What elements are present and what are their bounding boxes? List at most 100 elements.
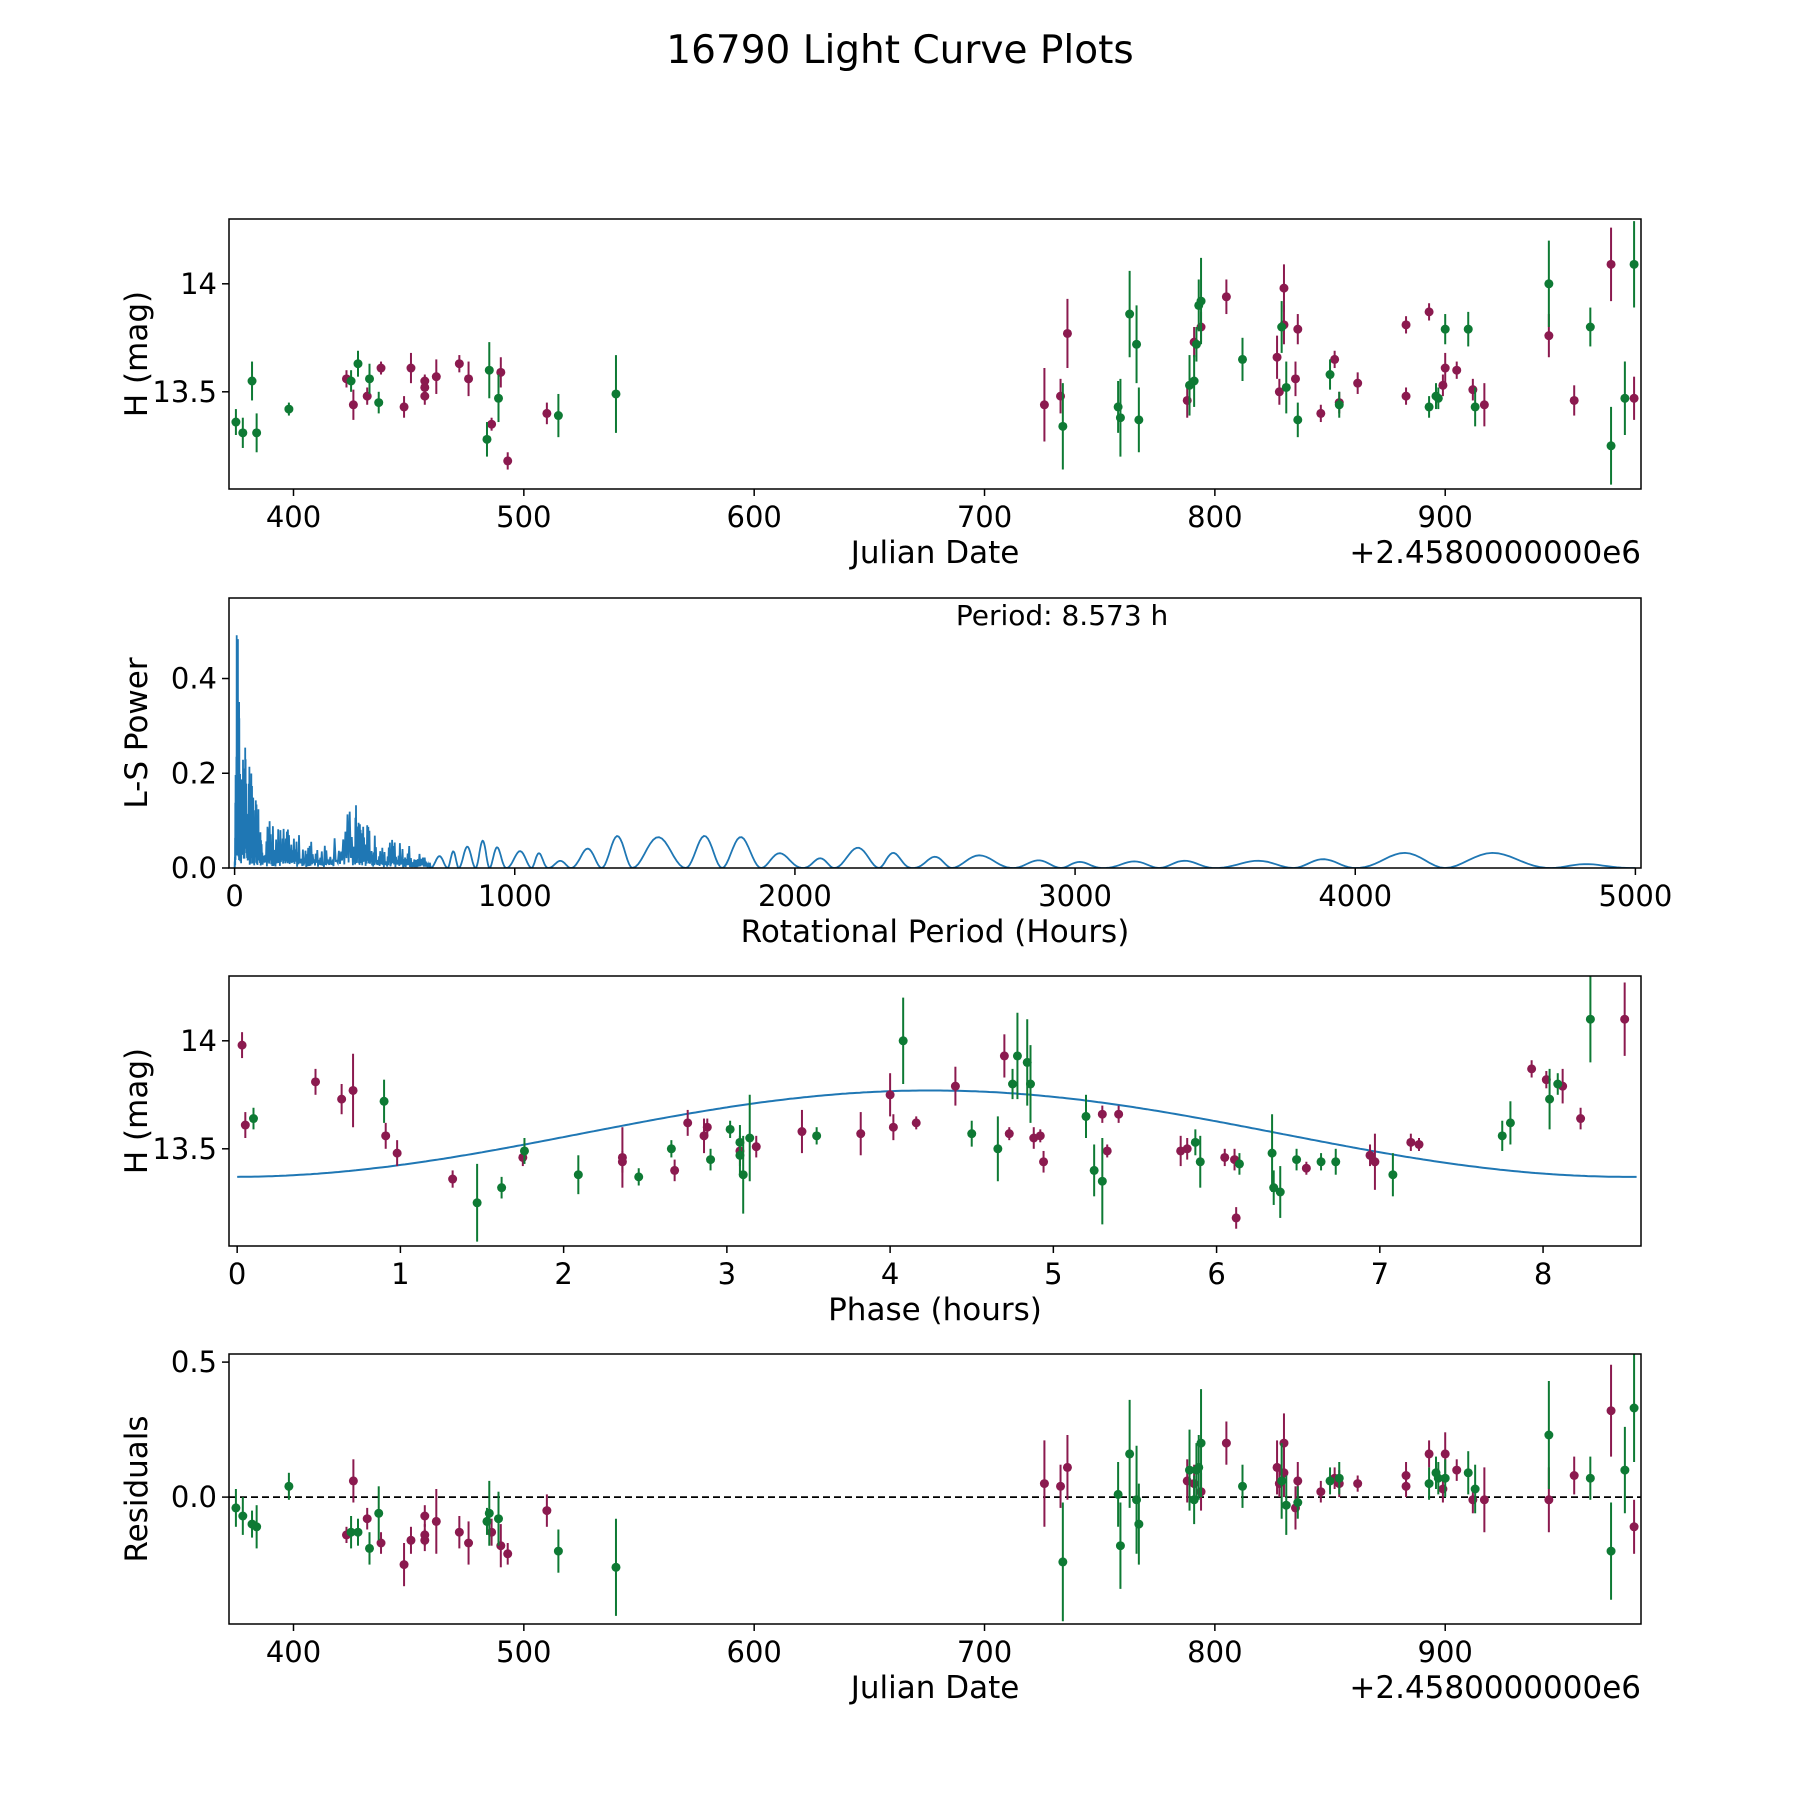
data-point-filter-1 xyxy=(1569,1471,1579,1480)
data-point-filter-1 xyxy=(683,1118,693,1128)
x-tick-label: 1000 xyxy=(478,879,552,913)
axes-frame xyxy=(228,218,1642,490)
data-point-filter-1 xyxy=(431,1516,441,1526)
data-point-filter-1 xyxy=(1035,1131,1045,1141)
data-point-filter-2 xyxy=(1267,1148,1277,1158)
data-point-filter-1 xyxy=(1629,1522,1639,1532)
data-point-filter-2 xyxy=(1325,1476,1335,1486)
data-point-filter-1 xyxy=(1182,1144,1192,1154)
data-point-filter-1 xyxy=(464,374,474,384)
data-point-filter-2 xyxy=(1134,1519,1144,1529)
data-point-filter-2 xyxy=(1325,370,1335,380)
data-point-filter-2 xyxy=(1334,1473,1344,1483)
data-point-filter-1 xyxy=(1272,352,1282,362)
x-tick-label: 3 xyxy=(718,1257,736,1291)
data-point-filter-1 xyxy=(399,1560,409,1570)
x-tick-label: 600 xyxy=(727,500,782,534)
data-point-filter-1 xyxy=(376,363,386,373)
data-point-filter-2 xyxy=(1190,1137,1200,1147)
data-point-filter-2 xyxy=(484,1508,494,1518)
data-point-filter-2 xyxy=(1196,296,1206,306)
data-point-filter-2 xyxy=(1470,402,1480,412)
data-point-filter-2 xyxy=(898,1036,908,1046)
data-point-filter-1 xyxy=(431,372,441,382)
data-point-filter-2 xyxy=(1440,1473,1450,1483)
data-point-filter-2 xyxy=(745,1133,755,1143)
data-point-filter-2 xyxy=(1097,1176,1107,1186)
x-tick-label: 400 xyxy=(266,1635,321,1669)
data-point-filter-2 xyxy=(1196,1438,1206,1448)
data-point-filter-1 xyxy=(1576,1114,1586,1124)
x-tick-label: 0 xyxy=(225,879,243,913)
data-point-filter-2 xyxy=(738,1170,748,1180)
x-tick-label: 400 xyxy=(266,500,321,534)
x-tick-label: 900 xyxy=(1418,1635,1473,1669)
x-axis-label: Phase (hours) xyxy=(828,1292,1042,1328)
data-point-filter-1 xyxy=(888,1122,898,1132)
x-tick-label: 700 xyxy=(957,500,1012,534)
data-point-filter-2 xyxy=(1629,259,1639,269)
data-point-filter-1 xyxy=(399,402,409,412)
data-point-filter-1 xyxy=(1301,1163,1311,1173)
y-tick-label: 14 xyxy=(180,1024,217,1058)
y-axis-label: H (mag) xyxy=(119,291,155,417)
data-point-filter-2 xyxy=(346,376,356,386)
data-point-filter-1 xyxy=(1272,1462,1282,1472)
data-point-filter-2 xyxy=(1553,1079,1563,1089)
data-point-filter-1 xyxy=(1541,1075,1551,1085)
data-point-filter-1 xyxy=(1290,374,1300,384)
data-point-filter-1 xyxy=(1102,1146,1112,1156)
data-point-filter-1 xyxy=(311,1077,321,1087)
y-tick-label: 14 xyxy=(180,267,217,301)
panel-residuals: 400 500 600 700 800 900 0.0 0.5 Julian Date Resid… xyxy=(119,1345,1642,1706)
data-point-filter-2 xyxy=(1269,1183,1279,1193)
period-annotation: Period: 8.573 h xyxy=(956,599,1168,632)
data-point-filter-1 xyxy=(797,1127,807,1137)
x-axis-label: Julian Date xyxy=(849,1670,1020,1706)
data-point-filter-1 xyxy=(1114,1109,1124,1119)
panel-lightcurve: 400 500 600 700 800 900 13.5 14 Julian Date H (ma… xyxy=(119,218,1642,571)
plot-area xyxy=(237,976,1637,1242)
data-point-filter-2 xyxy=(1497,1131,1507,1141)
x-tick-label: 500 xyxy=(496,1635,551,1669)
axes-frame xyxy=(228,597,1642,869)
data-point-filter-2 xyxy=(1620,1465,1630,1475)
data-point-filter-2 xyxy=(1629,1403,1639,1413)
data-point-filter-2 xyxy=(1606,1546,1616,1556)
data-point-filter-1 xyxy=(670,1165,680,1175)
data-point-filter-1 xyxy=(348,1476,358,1486)
data-point-filter-2 xyxy=(1081,1111,1091,1121)
data-point-filter-2 xyxy=(482,434,492,444)
y-tick-label: 0.0 xyxy=(171,851,217,885)
data-point-filter-1 xyxy=(406,1535,416,1545)
data-point-filter-2 xyxy=(1134,415,1144,425)
data-point-filter-1 xyxy=(542,1506,552,1516)
data-point-filter-1 xyxy=(1353,378,1363,388)
x-tick-label: 2 xyxy=(554,1257,572,1291)
data-point-filter-2 xyxy=(553,1546,563,1556)
data-point-filter-2 xyxy=(365,1543,375,1553)
data-point-filter-1 xyxy=(237,1040,247,1050)
x-offset-label: +2.4580000000e6 xyxy=(1349,535,1641,571)
data-point-filter-1 xyxy=(1220,1152,1230,1162)
data-point-filter-1 xyxy=(999,1051,1009,1061)
data-point-filter-1 xyxy=(1544,1495,1554,1505)
axes-frame xyxy=(228,1353,1642,1625)
data-point-filter-2 xyxy=(1132,339,1142,349)
data-point-filter-2 xyxy=(1058,421,1068,431)
data-point-filter-1 xyxy=(1097,1109,1107,1119)
data-point-filter-2 xyxy=(1191,339,1201,349)
data-point-filter-1 xyxy=(1479,400,1489,410)
plot-area xyxy=(231,221,1639,485)
data-point-filter-1 xyxy=(1479,1495,1489,1505)
data-point-filter-1 xyxy=(392,1148,402,1158)
data-point-filter-2 xyxy=(1022,1057,1032,1067)
data-point-filter-2 xyxy=(1113,1489,1123,1499)
x-tick-label: 800 xyxy=(1187,1635,1242,1669)
data-point-filter-1 xyxy=(337,1094,347,1104)
x-tick-label: 600 xyxy=(727,1635,782,1669)
panel-phase: 0 1 2 3 4 5 6 7 8 13.5 14 Phase (hours) H (mag) xyxy=(119,975,1642,1328)
data-point-filter-2 xyxy=(484,365,494,375)
data-point-filter-2 xyxy=(1585,1014,1595,1024)
data-point-filter-2 xyxy=(1463,1468,1473,1478)
